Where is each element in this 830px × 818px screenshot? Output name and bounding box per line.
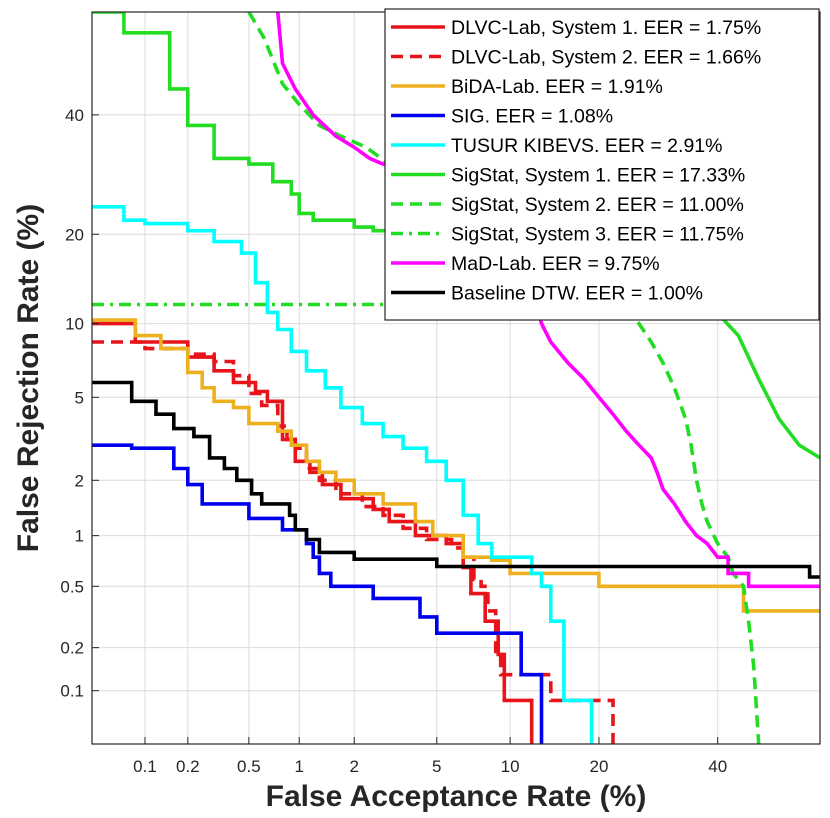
legend-entry: SIG. EER = 1.08% bbox=[451, 106, 613, 128]
x-tick-label: 20 bbox=[589, 757, 608, 776]
legend-entry: SigStat, System 2. EER = 11.00% bbox=[451, 194, 744, 216]
y-tick-label: 0.1 bbox=[60, 682, 84, 701]
y-tick-label: 0.5 bbox=[60, 577, 84, 596]
legend-entry: DLVC-Lab, System 1. EER = 1.75% bbox=[451, 17, 761, 39]
x-tick-label: 2 bbox=[350, 757, 359, 776]
legend-entry: SigStat, System 3. EER = 11.75% bbox=[451, 224, 744, 246]
legend-entry: MaD-Lab. EER = 9.75% bbox=[451, 253, 660, 275]
series-line-4 bbox=[92, 443, 544, 744]
y-tick-label: 2 bbox=[75, 471, 84, 490]
x-axis-label: False Acceptance Rate (%) bbox=[266, 780, 647, 813]
series-line-9 bbox=[276, 12, 820, 589]
series-line-3 bbox=[92, 318, 820, 613]
x-axis-ticks: 0.1 0.2 0.5 1 2 5 10 20 40 bbox=[133, 737, 727, 776]
legend: DLVC-Lab, System 1. EER = 1.75% DLVC-Lab,… bbox=[384, 8, 820, 321]
y-tick-label: 1 bbox=[75, 527, 84, 546]
x-tick-label: 10 bbox=[501, 757, 520, 776]
legend-box bbox=[384, 8, 820, 321]
y-tick-label: 20 bbox=[65, 225, 84, 244]
series-line-1 bbox=[92, 321, 534, 744]
legend-entry: SigStat, System 1. EER = 17.33% bbox=[451, 165, 745, 187]
x-tick-label: 0.5 bbox=[237, 757, 261, 776]
x-tick-label: 1 bbox=[294, 757, 303, 776]
x-tick-label: 0.1 bbox=[133, 757, 157, 776]
x-tick-label: 40 bbox=[708, 757, 727, 776]
y-tick-label: 5 bbox=[75, 388, 84, 407]
y-tick-label: 10 bbox=[65, 315, 84, 334]
legend-entry: Baseline DTW. EER = 1.00% bbox=[451, 283, 703, 305]
y-axis-label: False Rejection Rate (%) bbox=[12, 204, 45, 552]
legend-entry: TUSUR KIBEVS. EER = 2.91% bbox=[451, 135, 722, 157]
series-line-10 bbox=[92, 380, 820, 579]
y-tick-label: 0.2 bbox=[60, 639, 84, 658]
y-tick-label: 40 bbox=[65, 106, 84, 125]
x-tick-label: 0.2 bbox=[176, 757, 200, 776]
legend-entry: BiDA-Lab. EER = 1.91% bbox=[451, 76, 663, 98]
legend-entry: DLVC-Lab, System 2. EER = 1.66% bbox=[451, 47, 761, 69]
series-group bbox=[92, 12, 820, 744]
y-axis-ticks: 0.1 0.2 0.5 1 2 5 10 20 40 bbox=[60, 106, 99, 701]
x-tick-label: 5 bbox=[432, 757, 441, 776]
